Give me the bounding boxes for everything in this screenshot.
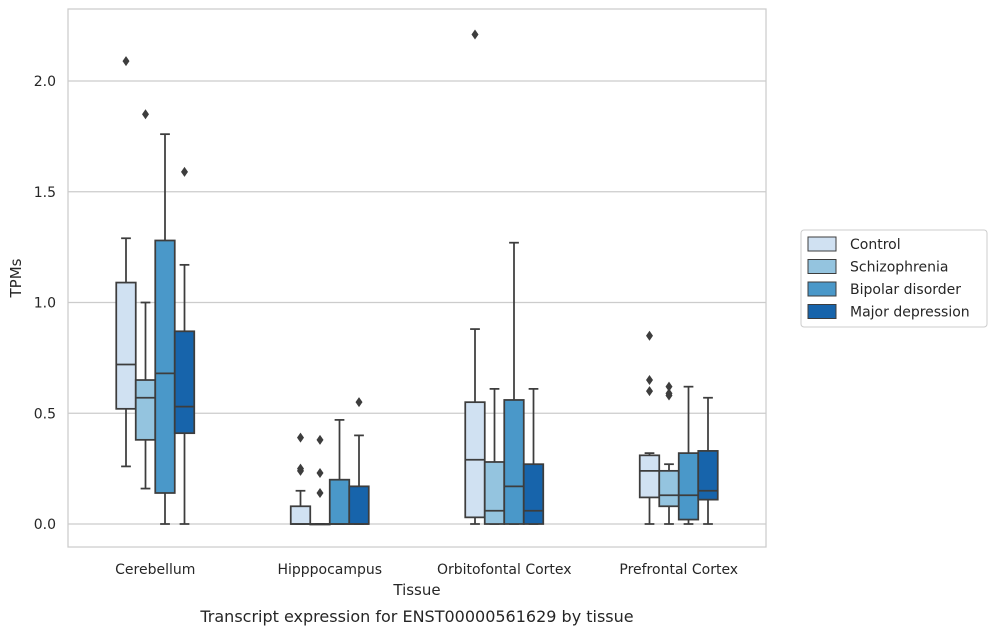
- x-tick-label: Prefrontal Cortex: [619, 562, 738, 578]
- outlier-point: [646, 330, 653, 341]
- box-group: [309, 434, 331, 526]
- box-body: [483, 461, 506, 525]
- legend-label: Bipolar disorder: [850, 282, 961, 298]
- legend-label: Major depression: [850, 305, 970, 321]
- box-group: [328, 419, 351, 525]
- outlier-point: [646, 375, 653, 386]
- outlier-point: [646, 386, 653, 397]
- plot-frame: [67, 8, 767, 548]
- outlier-point: [142, 109, 149, 120]
- box-group: [658, 381, 680, 525]
- outlier-point: [297, 463, 304, 474]
- box-group: [503, 241, 525, 525]
- box-group: [134, 109, 157, 490]
- box-body: [677, 452, 700, 521]
- outlier-point: [316, 468, 324, 479]
- outlier-point: [122, 56, 130, 67]
- box-series-layer: [115, 29, 719, 526]
- legend-swatch: [807, 281, 837, 297]
- y-tick-label: 0.5: [34, 406, 56, 422]
- outlier-point: [316, 487, 324, 498]
- legend-swatch: [807, 304, 837, 319]
- outlier-point: [316, 434, 324, 445]
- box-group: [289, 432, 312, 525]
- chart-caption: Transcript expression for ENST0000056162…: [199, 607, 633, 626]
- box-group: [638, 330, 661, 525]
- x-tick-label: Hipppocampus: [277, 562, 382, 578]
- legend-frame: [800, 229, 988, 328]
- y-tick-label: 0.0: [34, 517, 56, 533]
- box-group: [677, 385, 700, 525]
- box-group: [348, 397, 370, 525]
- box-body: [328, 478, 351, 525]
- box-group: [464, 29, 486, 525]
- x-tick-label: Cerebellum: [115, 562, 195, 578]
- box-body: [658, 469, 680, 508]
- legend-swatch: [807, 236, 837, 252]
- box-body: [638, 454, 661, 499]
- y-tick-label: 1.0: [34, 296, 56, 312]
- x-axis-label: Tissue: [392, 581, 440, 599]
- box-group: [173, 166, 196, 525]
- legend: Control Schizophrenia Bipolar disorder Majo…: [800, 229, 988, 328]
- y-axis-label: TPMs: [7, 258, 25, 298]
- y-tick-labels: 0.0 0.5 1.0 1.5 2.0: [34, 74, 56, 533]
- box-group: [115, 56, 137, 468]
- outlier-point: [297, 432, 304, 443]
- legend-label: Schizophrenia: [850, 260, 948, 276]
- box-body: [522, 463, 545, 525]
- box-group: [522, 388, 545, 525]
- outlier-point: [471, 29, 479, 40]
- box-body: [154, 239, 176, 494]
- outlier-point: [355, 397, 363, 408]
- x-tick-label: Orbitofontal Cortex: [437, 562, 572, 578]
- legend-label: Control: [850, 237, 901, 253]
- x-tick-labels: Cerebellum Hipppocampus Orbitofontal Corte…: [115, 562, 738, 578]
- box-group: [154, 133, 176, 525]
- box-body: [348, 485, 370, 525]
- outlier-point: [665, 381, 673, 392]
- box-body: [289, 505, 312, 525]
- box-body: [115, 281, 137, 410]
- box-body: [697, 450, 719, 501]
- outlier-point: [181, 166, 188, 177]
- legend-swatch: [807, 259, 837, 274]
- box-body: [503, 399, 525, 525]
- y-tick-label: 1.5: [34, 185, 56, 201]
- box-group: [483, 388, 506, 525]
- box-body: [173, 330, 196, 435]
- y-tick-label: 2.0: [34, 74, 56, 90]
- box-group: [697, 396, 719, 525]
- box-body: [134, 379, 157, 441]
- outlier-point: [665, 388, 673, 399]
